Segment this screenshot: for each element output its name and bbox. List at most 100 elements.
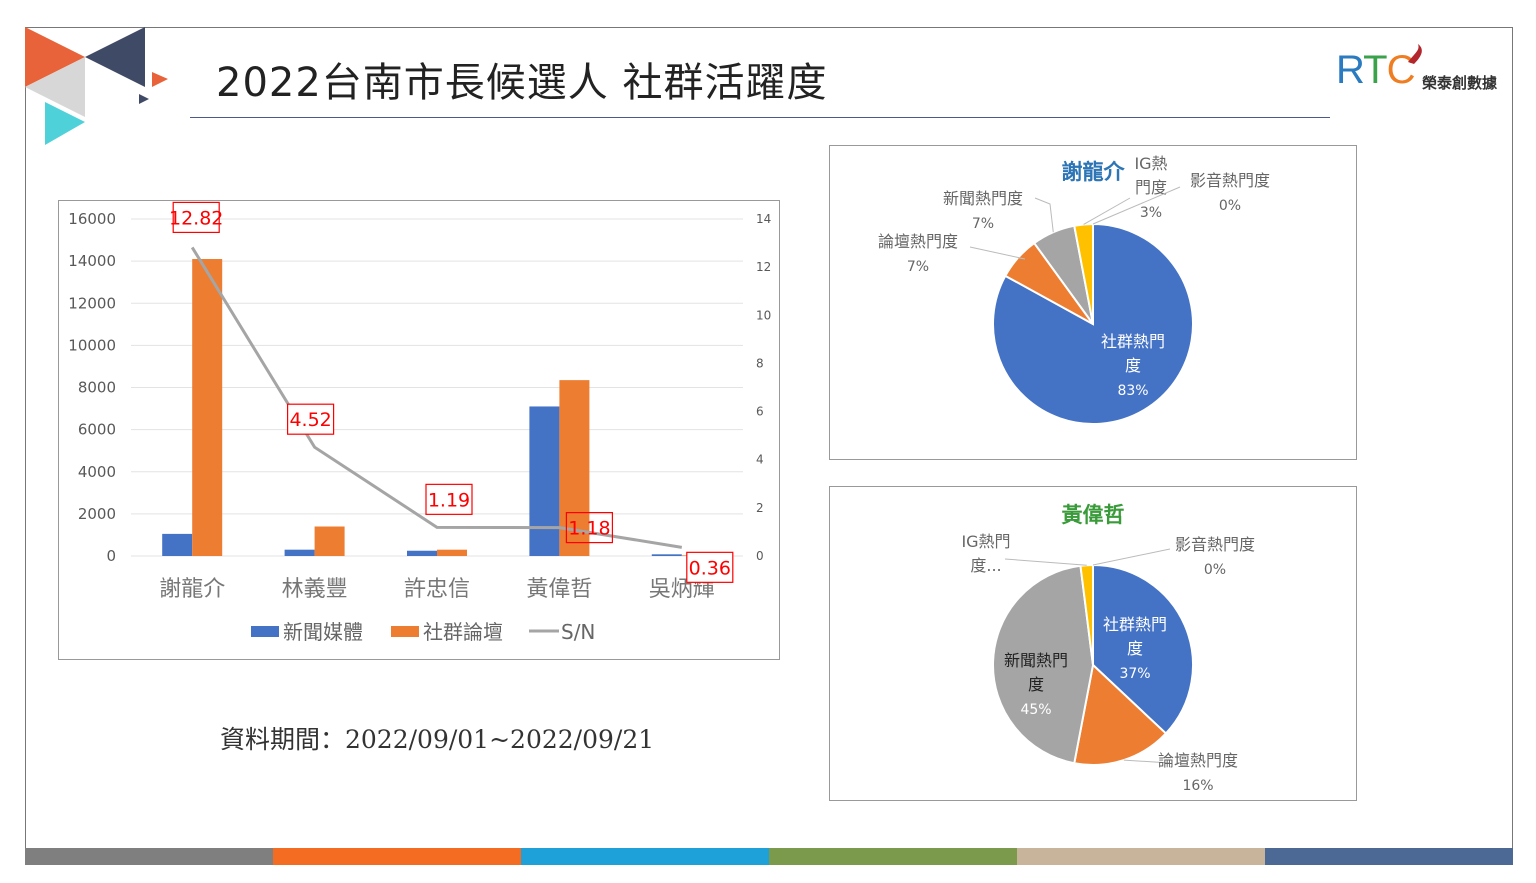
sn-label-box xyxy=(565,511,613,544)
leader-line xyxy=(1123,759,1171,764)
y-tick-label: 0 xyxy=(106,547,116,565)
pie-slice-pct: 3% xyxy=(1140,205,1162,221)
brand-logo-text: RTC xyxy=(1336,46,1415,94)
pie-slice xyxy=(1073,663,1168,766)
sn-data-label: 1.19 xyxy=(428,489,470,511)
pie-title: 黃偉哲 xyxy=(1062,503,1125,527)
leader-line xyxy=(1092,186,1181,225)
bar-news xyxy=(529,406,560,556)
y-tick-label: 2000 xyxy=(78,505,116,523)
pie-slice-pct: 0% xyxy=(1204,562,1226,578)
sn-data-label: 4.52 xyxy=(289,409,331,431)
footer-stripe xyxy=(1265,848,1513,865)
brand-flame-icon xyxy=(1408,44,1422,64)
y-tick-label: 8000 xyxy=(78,379,116,397)
pie-slice-label: 影音熱門度 xyxy=(1175,535,1255,554)
y2-tick-label: 8 xyxy=(756,356,764,370)
x-tick-label: 黃偉哲 xyxy=(526,577,592,602)
pie-slice-label: 論壇熱門度 xyxy=(1158,751,1238,770)
pie-slice-label: 社群熱門 xyxy=(1101,332,1165,351)
y2-tick-label: 10 xyxy=(756,308,771,322)
leader-line xyxy=(969,246,1026,260)
pie-slice-pct: 37% xyxy=(1119,666,1150,682)
pie-slice-label: 度 xyxy=(1125,356,1141,375)
pie-slice xyxy=(1092,563,1194,735)
legend-swatch xyxy=(391,626,419,637)
sn-data-label: 12.82 xyxy=(169,207,223,229)
pie-slice-label: 門度 xyxy=(1135,178,1167,197)
legend-label: S/N xyxy=(561,620,595,644)
bar-news xyxy=(651,554,682,556)
pie-slice-label: 度... xyxy=(970,556,1001,575)
y-tick-label: 16000 xyxy=(68,210,116,228)
page-title: 2022台南市長候選人 社群活躍度 xyxy=(216,60,828,106)
y-tick-label: 14000 xyxy=(68,252,116,270)
leader-line xyxy=(1083,197,1131,225)
pie-slice-label: IG熱 xyxy=(1134,154,1167,173)
brand-logo-letter: T xyxy=(1363,48,1387,92)
brand-subtitle: 榮泰創數據 xyxy=(1422,74,1498,92)
footer-stripe xyxy=(521,848,769,865)
bar-chart: 0 2000 4000 6000 8000 10000 12000 14000 16000 0 2 4… xyxy=(68,201,771,644)
pie-chart-panel-1: 謝龍介 社群熱門度 83% 論壇熱門度 7% 新聞熱門度 7% IG熱 門度 3% 影音熱門度 0% xyxy=(829,145,1357,460)
footer-stripe xyxy=(25,848,273,865)
sn-label-box xyxy=(172,201,220,234)
footer-stripe xyxy=(769,848,1017,865)
pie-slice-pct: 0% xyxy=(1219,198,1241,214)
y-tick-label: 12000 xyxy=(68,294,116,312)
sn-line xyxy=(190,246,683,549)
bar-social xyxy=(192,259,223,556)
y2-tick-label: 6 xyxy=(756,405,764,419)
pie-slice-label: 影音熱門度 xyxy=(1190,171,1270,190)
data-period: 資料期間：2022/09/01~2022/09/21 xyxy=(220,725,655,754)
sn-data-label: 1.18 xyxy=(568,518,610,540)
sn-label-box xyxy=(686,551,734,583)
pie-slice-label: 社群熱門 xyxy=(1103,615,1167,634)
bar-social xyxy=(314,526,345,556)
pie-slice-pct: 45% xyxy=(1020,702,1051,718)
legend-swatch xyxy=(251,626,279,637)
pie-slice-label: 度 xyxy=(1127,639,1143,658)
brand-logo-letter: R xyxy=(1336,48,1364,92)
bar-chart-panel: 0 2000 4000 6000 8000 10000 12000 14000 16000 0 2 4… xyxy=(58,200,780,660)
bar-social xyxy=(437,549,467,556)
y-tick-label: 10000 xyxy=(68,336,116,354)
pie-slice xyxy=(992,564,1095,765)
sn-label-box xyxy=(425,483,473,515)
leader-line xyxy=(1004,558,1087,566)
pie-title: 謝龍介 xyxy=(1062,160,1126,184)
y-tick-label: 4000 xyxy=(78,463,116,481)
pie-chart-2: 黃偉哲社群熱門度37%論壇熱門度16%新聞熱門度45%IG熱門度...影音熱門度… xyxy=(961,503,1255,794)
title-divider xyxy=(190,117,1330,118)
pie-slice-label: 新聞熱門 xyxy=(1004,651,1068,670)
leader-line xyxy=(1034,197,1054,233)
pie-chart-panel-2: 黃偉哲 社群熱門度 37% 論壇熱門度 16% 新聞熱門度 45% IG熱門 度... 影音熱門度… xyxy=(829,486,1357,801)
x-tick-label: 林義豐 xyxy=(282,577,348,602)
bar-news xyxy=(162,533,193,556)
y2-tick-label: 0 xyxy=(756,549,764,563)
footer-stripe xyxy=(273,848,521,865)
pie-slice-label: 度 xyxy=(1028,675,1044,694)
bar-news xyxy=(407,550,437,556)
pie-slice-label: IG熱門 xyxy=(961,532,1010,551)
sn-data-label: 0.36 xyxy=(689,557,731,579)
pie-slice-pct: 7% xyxy=(972,216,994,232)
y2-tick-label: 4 xyxy=(756,453,764,467)
x-tick-label: 許忠信 xyxy=(404,577,470,602)
x-tick-label: 謝龍介 xyxy=(159,577,225,602)
brand-logo-letter: C xyxy=(1386,48,1416,92)
pie-slice-pct: 16% xyxy=(1182,778,1213,794)
corner-logo-triangles xyxy=(25,27,168,145)
brand-logo: RTC 榮泰創數據 xyxy=(1336,42,1511,97)
bar-social xyxy=(559,380,590,556)
y2-tick-label: 2 xyxy=(756,501,764,515)
pie-slice-pct: 83% xyxy=(1117,383,1148,399)
y-tick-label: 6000 xyxy=(78,421,116,439)
pie-slice xyxy=(1079,563,1094,666)
leader-line xyxy=(1092,548,1171,566)
footer-stripe xyxy=(1017,848,1265,865)
pie-slice-label: 新聞熱門度 xyxy=(943,189,1023,208)
y2-tick-label: 14 xyxy=(756,212,771,226)
pie-slice-pct: 7% xyxy=(907,259,929,275)
